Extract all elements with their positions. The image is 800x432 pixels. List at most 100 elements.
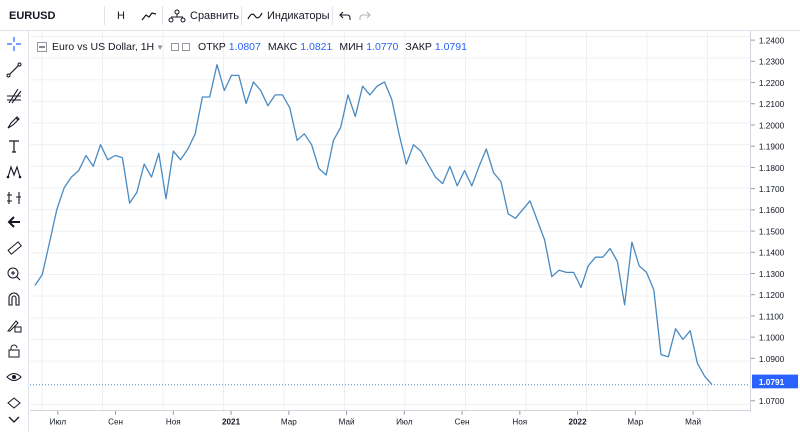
compare-button[interactable]: Сравнить xyxy=(168,0,239,31)
time-tick-label: Мар xyxy=(627,417,643,426)
price-tick-label: 1.0900 xyxy=(759,354,785,364)
legend-dropdown-icon[interactable]: ▼ xyxy=(156,42,165,52)
text-tool[interactable] xyxy=(0,134,28,158)
indicators-icon xyxy=(247,12,263,19)
time-tick-label: Мар xyxy=(281,417,297,426)
line-chart-icon xyxy=(141,11,157,20)
price-tick-label: 1.2400 xyxy=(759,36,785,46)
last-price-label: 1.0791 xyxy=(759,377,785,387)
price-tick-label: 1.1400 xyxy=(759,248,785,258)
price-tick-label: 1.2100 xyxy=(759,99,785,109)
indicators-label: Индикаторы xyxy=(267,9,330,22)
pattern-tool[interactable] xyxy=(0,160,28,184)
indicators-button[interactable]: Индикаторы xyxy=(247,0,330,31)
price-tick-label: 1.1500 xyxy=(759,226,785,236)
time-tick-label: Ноя xyxy=(512,417,527,426)
low-value: 1.0770 xyxy=(366,41,399,53)
close-square-icon[interactable] xyxy=(182,43,191,51)
trend-line-tool[interactable] xyxy=(0,58,28,82)
price-tick-label: 1.1700 xyxy=(759,184,785,194)
fib-tool-icon xyxy=(7,88,22,104)
redo-icon xyxy=(359,11,371,20)
settings-square-icon[interactable] xyxy=(171,43,180,51)
collapse-icon[interactable] xyxy=(37,42,47,52)
remove-drawings-tool[interactable] xyxy=(0,391,28,415)
drawing-toolbar xyxy=(0,31,29,432)
time-tick-label: Ноя xyxy=(166,417,181,426)
zoom-in-icon xyxy=(7,267,21,281)
brush-tool[interactable] xyxy=(0,110,28,134)
top-toolbar: EURUSD H Сравнить Индикаторы xyxy=(0,0,800,31)
close-value: 1.0791 xyxy=(434,41,467,53)
trash-icon xyxy=(7,397,21,409)
toolbar-divider xyxy=(241,6,242,25)
price-chart[interactable] xyxy=(30,31,750,412)
price-tick-label: 1.2300 xyxy=(759,57,785,67)
lock-drawing-icon xyxy=(6,320,22,333)
pattern-icon xyxy=(6,165,22,179)
time-tick-label: 2022 xyxy=(569,417,588,426)
undo-icon xyxy=(339,11,351,20)
hide-drawings-tool[interactable] xyxy=(0,365,28,389)
zoom-tool[interactable] xyxy=(0,262,28,286)
compare-icon xyxy=(168,9,186,22)
trend-line-icon xyxy=(6,62,22,78)
crosshair-tool[interactable] xyxy=(0,32,28,56)
open-value: 1.0807 xyxy=(228,41,261,53)
time-tick-label: 2021 xyxy=(222,417,241,426)
redo-button[interactable] xyxy=(359,0,371,31)
time-tick-label: Сен xyxy=(108,417,123,426)
back-tool[interactable] xyxy=(0,210,28,234)
close-label: ЗАКР xyxy=(405,41,432,53)
price-tick-label: 1.1600 xyxy=(759,205,785,215)
time-tick-label: Июл xyxy=(396,417,413,426)
eye-icon xyxy=(6,373,22,381)
crosshair-icon xyxy=(7,37,21,51)
price-tick-label: 1.1200 xyxy=(759,290,785,300)
price-tick-label: 1.1100 xyxy=(759,311,784,321)
open-label: ОТКР xyxy=(198,41,226,53)
back-arrow-icon xyxy=(7,216,20,228)
undo-button[interactable] xyxy=(339,0,351,31)
ruler-tool[interactable] xyxy=(0,236,28,260)
ruler-icon xyxy=(7,241,22,255)
high-label: МАКС xyxy=(267,41,298,53)
compare-label: Сравнить xyxy=(190,9,240,22)
interval-button[interactable]: H xyxy=(117,9,125,22)
more-tools-button[interactable] xyxy=(0,408,28,432)
fib-tool[interactable] xyxy=(0,84,28,108)
price-tick-label: 1.2000 xyxy=(759,120,785,130)
chart-legend: Euro vs US Dollar, 1H ▼ ОТКР 1.0807 МАКС… xyxy=(37,40,474,54)
legend-title: Euro vs US Dollar, 1H xyxy=(52,41,155,53)
time-tick-label: Сен xyxy=(455,417,470,426)
price-tick-label: 1.2200 xyxy=(759,78,785,88)
low-label: МИН xyxy=(339,41,364,53)
magnet-icon xyxy=(8,292,20,306)
price-series-line xyxy=(34,63,713,386)
time-axis[interactable]: Июл Сен Ноя 2021 Мар Май Июл Сен Ноя 2022 Мар Май xyxy=(30,410,750,432)
last-price-tag xyxy=(751,374,799,389)
high-value: 1.0821 xyxy=(300,41,333,53)
price-axis[interactable]: 1.2400 1.2300 1.2200 1.2100 1.2000 1.1900 1.18… xyxy=(750,31,800,412)
text-icon xyxy=(9,140,19,153)
price-tick-label: 1.1000 xyxy=(759,333,785,343)
toolbar-divider xyxy=(104,6,105,25)
toolbar-divider xyxy=(332,6,333,25)
price-tick-label: 1.1800 xyxy=(759,163,785,173)
lock-icon xyxy=(8,344,20,358)
brush-icon xyxy=(7,116,20,129)
time-tick-label: Июл xyxy=(50,417,67,426)
chart-style-button[interactable] xyxy=(141,0,157,31)
time-tick-label: Май xyxy=(685,417,701,426)
lock-tool[interactable] xyxy=(0,339,28,363)
prediction-icon xyxy=(7,192,21,204)
magnet-tool[interactable] xyxy=(0,287,28,311)
prediction-tool[interactable] xyxy=(0,186,28,210)
price-tick-label: 1.1900 xyxy=(759,142,785,152)
toolbar-divider xyxy=(162,6,163,25)
lock-drawings-tool[interactable] xyxy=(0,313,28,337)
chevron-down-icon xyxy=(8,416,20,423)
price-tick-label: 1.0700 xyxy=(759,396,785,406)
symbol-search-button[interactable]: EURUSD xyxy=(9,9,56,22)
time-tick-label: Май xyxy=(339,417,355,426)
